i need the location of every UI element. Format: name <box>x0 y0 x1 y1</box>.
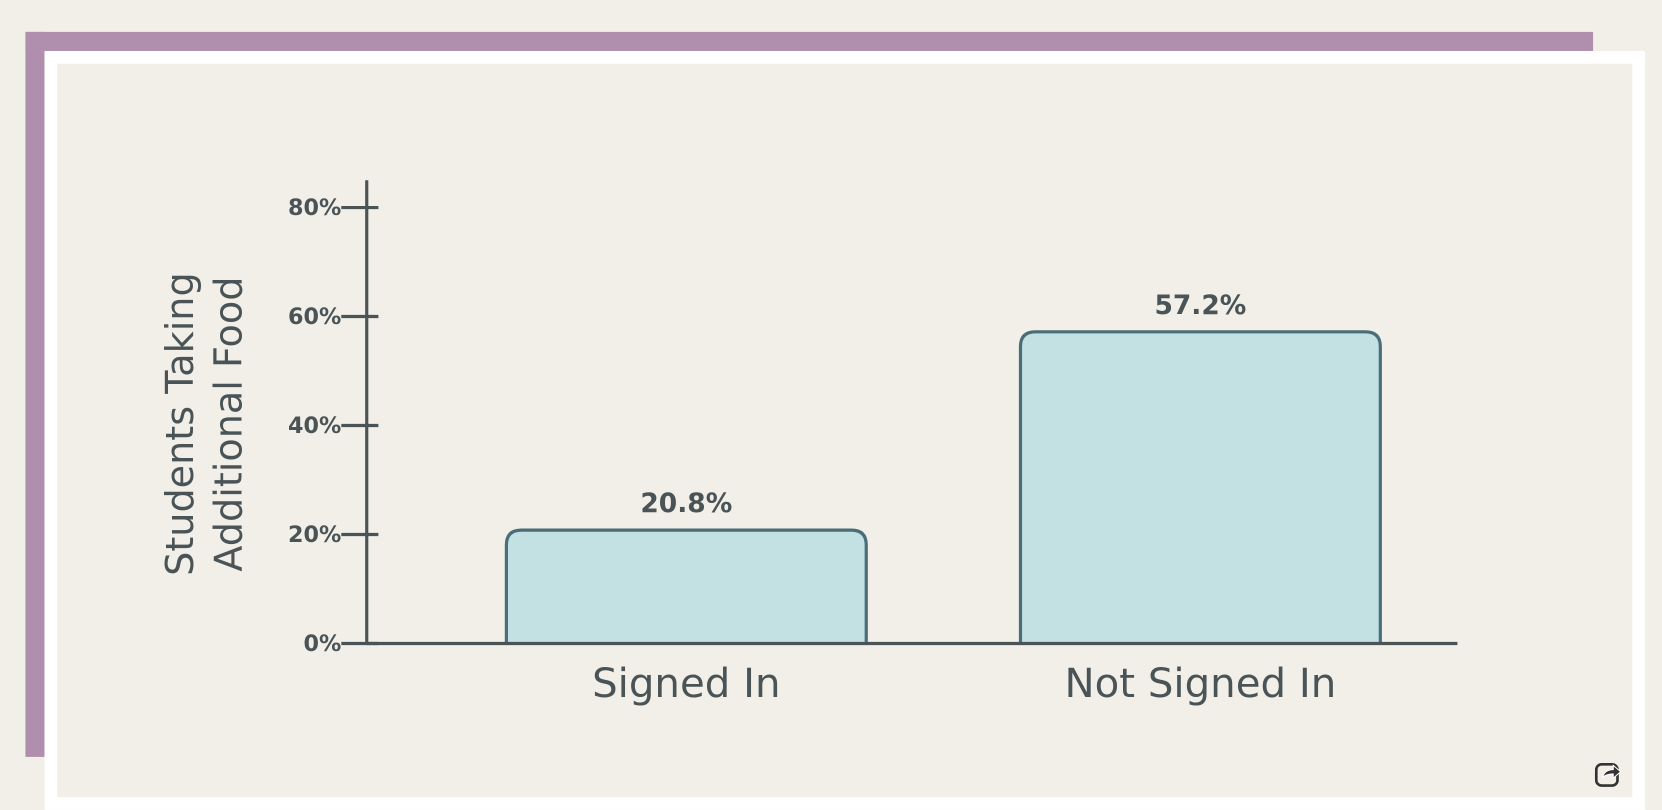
bar <box>1018 330 1382 644</box>
y-tick-label: 20% <box>288 522 341 548</box>
y-axis-label: Students Taking <box>158 272 202 576</box>
accent-strip <box>25 31 45 757</box>
y-tick-label: 80% <box>288 195 341 221</box>
accent-bar <box>25 31 1594 51</box>
y-axis-label: Additional Food <box>207 277 251 572</box>
y-tick-label: 0% <box>304 631 342 657</box>
x-tick-label: Signed In <box>592 661 780 707</box>
value-label: 20.8% <box>640 488 732 519</box>
share-icon[interactable] <box>1594 762 1622 787</box>
x-tick-label: Not Signed In <box>1065 661 1337 707</box>
value-label: 57.2% <box>1154 290 1246 321</box>
bar <box>504 528 868 644</box>
y-tick-label: 40% <box>288 413 341 439</box>
y-tick-label: 60% <box>288 304 341 330</box>
